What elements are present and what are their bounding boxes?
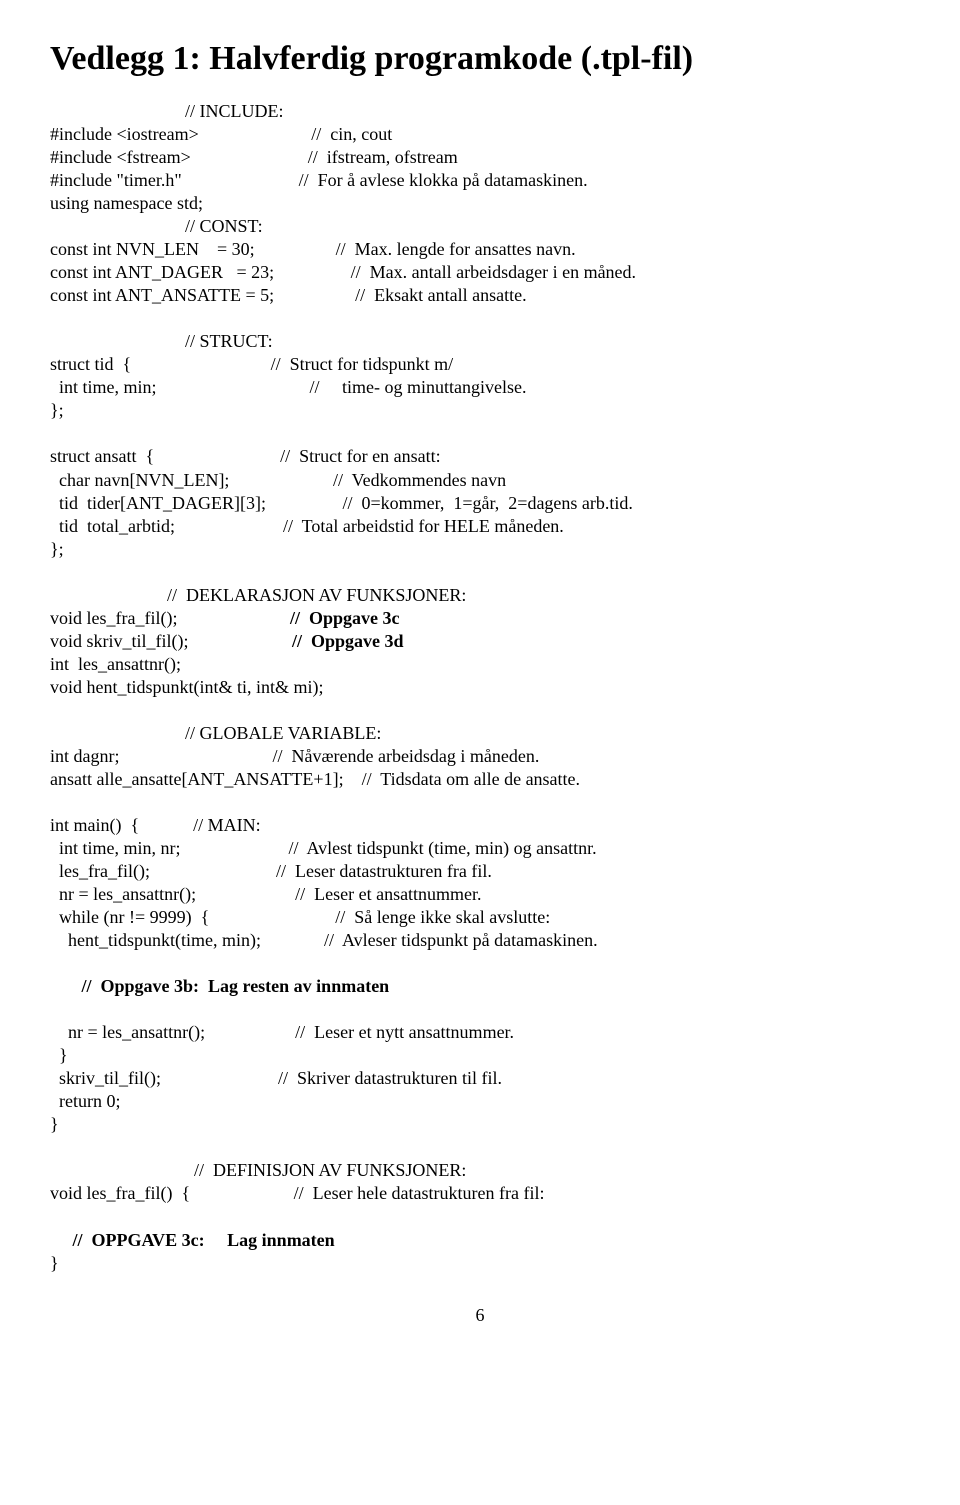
code-line: char navn[NVN_LEN]; // Vedkommendes navn bbox=[50, 469, 910, 492]
page-title: Vedlegg 1: Halvferdig programkode (.tpl-… bbox=[50, 40, 910, 78]
code-line: void skriv_til_fil(); // Oppgave 3d bbox=[50, 630, 910, 653]
code-line: while (nr != 9999) { // Så lenge ikke sk… bbox=[50, 906, 910, 929]
code-line: les_fra_fil(); // Leser datastrukturen f… bbox=[50, 860, 910, 883]
code-line: // STRUCT: bbox=[50, 330, 910, 353]
code-line: } bbox=[50, 1113, 910, 1136]
code-line: // Oppgave 3b: Lag resten av innmaten bbox=[50, 975, 910, 998]
code-line: // INCLUDE: bbox=[50, 100, 910, 123]
code-line: tid tider[ANT_DAGER][3]; // 0=kommer, 1=… bbox=[50, 492, 910, 515]
code-line: tid total_arbtid; // Total arbeidstid fo… bbox=[50, 515, 910, 538]
code-line: #include <iostream> // cin, cout bbox=[50, 123, 910, 146]
code-line: }; bbox=[50, 538, 910, 561]
code-line: using namespace std; bbox=[50, 192, 910, 215]
code-line: struct tid { // Struct for tidspunkt m/ bbox=[50, 353, 910, 376]
code-line bbox=[50, 952, 910, 975]
code-line: hent_tidspunkt(time, min); // Avleser ti… bbox=[50, 929, 910, 952]
code-line: int dagnr; // Nåværende arbeidsdag i mån… bbox=[50, 745, 910, 768]
code-line: int main() { // MAIN: bbox=[50, 814, 910, 837]
code-line bbox=[50, 307, 910, 330]
code-listing: // INCLUDE:#include <iostream> // cin, c… bbox=[50, 100, 910, 1275]
code-line bbox=[50, 561, 910, 584]
code-line: skriv_til_fil(); // Skriver datastruktur… bbox=[50, 1067, 910, 1090]
code-line: return 0; bbox=[50, 1090, 910, 1113]
code-line: const int ANT_ANSATTE = 5; // Eksakt ant… bbox=[50, 284, 910, 307]
page-number: 6 bbox=[50, 1305, 910, 1326]
code-line bbox=[50, 699, 910, 722]
code-line: void les_fra_fil() { // Leser hele datas… bbox=[50, 1182, 910, 1205]
code-line bbox=[50, 998, 910, 1021]
code-line: struct ansatt { // Struct for en ansatt: bbox=[50, 445, 910, 468]
code-line: ansatt alle_ansatte[ANT_ANSATTE+1]; // T… bbox=[50, 768, 910, 791]
code-line: nr = les_ansattnr(); // Leser et nytt an… bbox=[50, 1021, 910, 1044]
code-line: // OPPGAVE 3c: Lag innmaten bbox=[50, 1229, 910, 1252]
code-line: // DEFINISJON AV FUNKSJONER: bbox=[50, 1159, 910, 1182]
code-line: const int NVN_LEN = 30; // Max. lengde f… bbox=[50, 238, 910, 261]
code-line bbox=[50, 422, 910, 445]
code-line bbox=[50, 1206, 910, 1229]
code-line bbox=[50, 791, 910, 814]
code-line: int time, min; // time- og minuttangivel… bbox=[50, 376, 910, 399]
code-line: int les_ansattnr(); bbox=[50, 653, 910, 676]
code-line: // DEKLARASJON AV FUNKSJONER: bbox=[50, 584, 910, 607]
code-line: nr = les_ansattnr(); // Leser et ansattn… bbox=[50, 883, 910, 906]
code-line: } bbox=[50, 1252, 910, 1275]
code-line: // GLOBALE VARIABLE: bbox=[50, 722, 910, 745]
code-line: void hent_tidspunkt(int& ti, int& mi); bbox=[50, 676, 910, 699]
code-line: // CONST: bbox=[50, 215, 910, 238]
code-line: } bbox=[50, 1044, 910, 1067]
code-line: int time, min, nr; // Avlest tidspunkt (… bbox=[50, 837, 910, 860]
code-line: #include <fstream> // ifstream, ofstream bbox=[50, 146, 910, 169]
code-line bbox=[50, 1136, 910, 1159]
code-line: }; bbox=[50, 399, 910, 422]
code-line: const int ANT_DAGER = 23; // Max. antall… bbox=[50, 261, 910, 284]
code-line: #include "timer.h" // For å avlese klokk… bbox=[50, 169, 910, 192]
code-line: void les_fra_fil(); // Oppgave 3c bbox=[50, 607, 910, 630]
